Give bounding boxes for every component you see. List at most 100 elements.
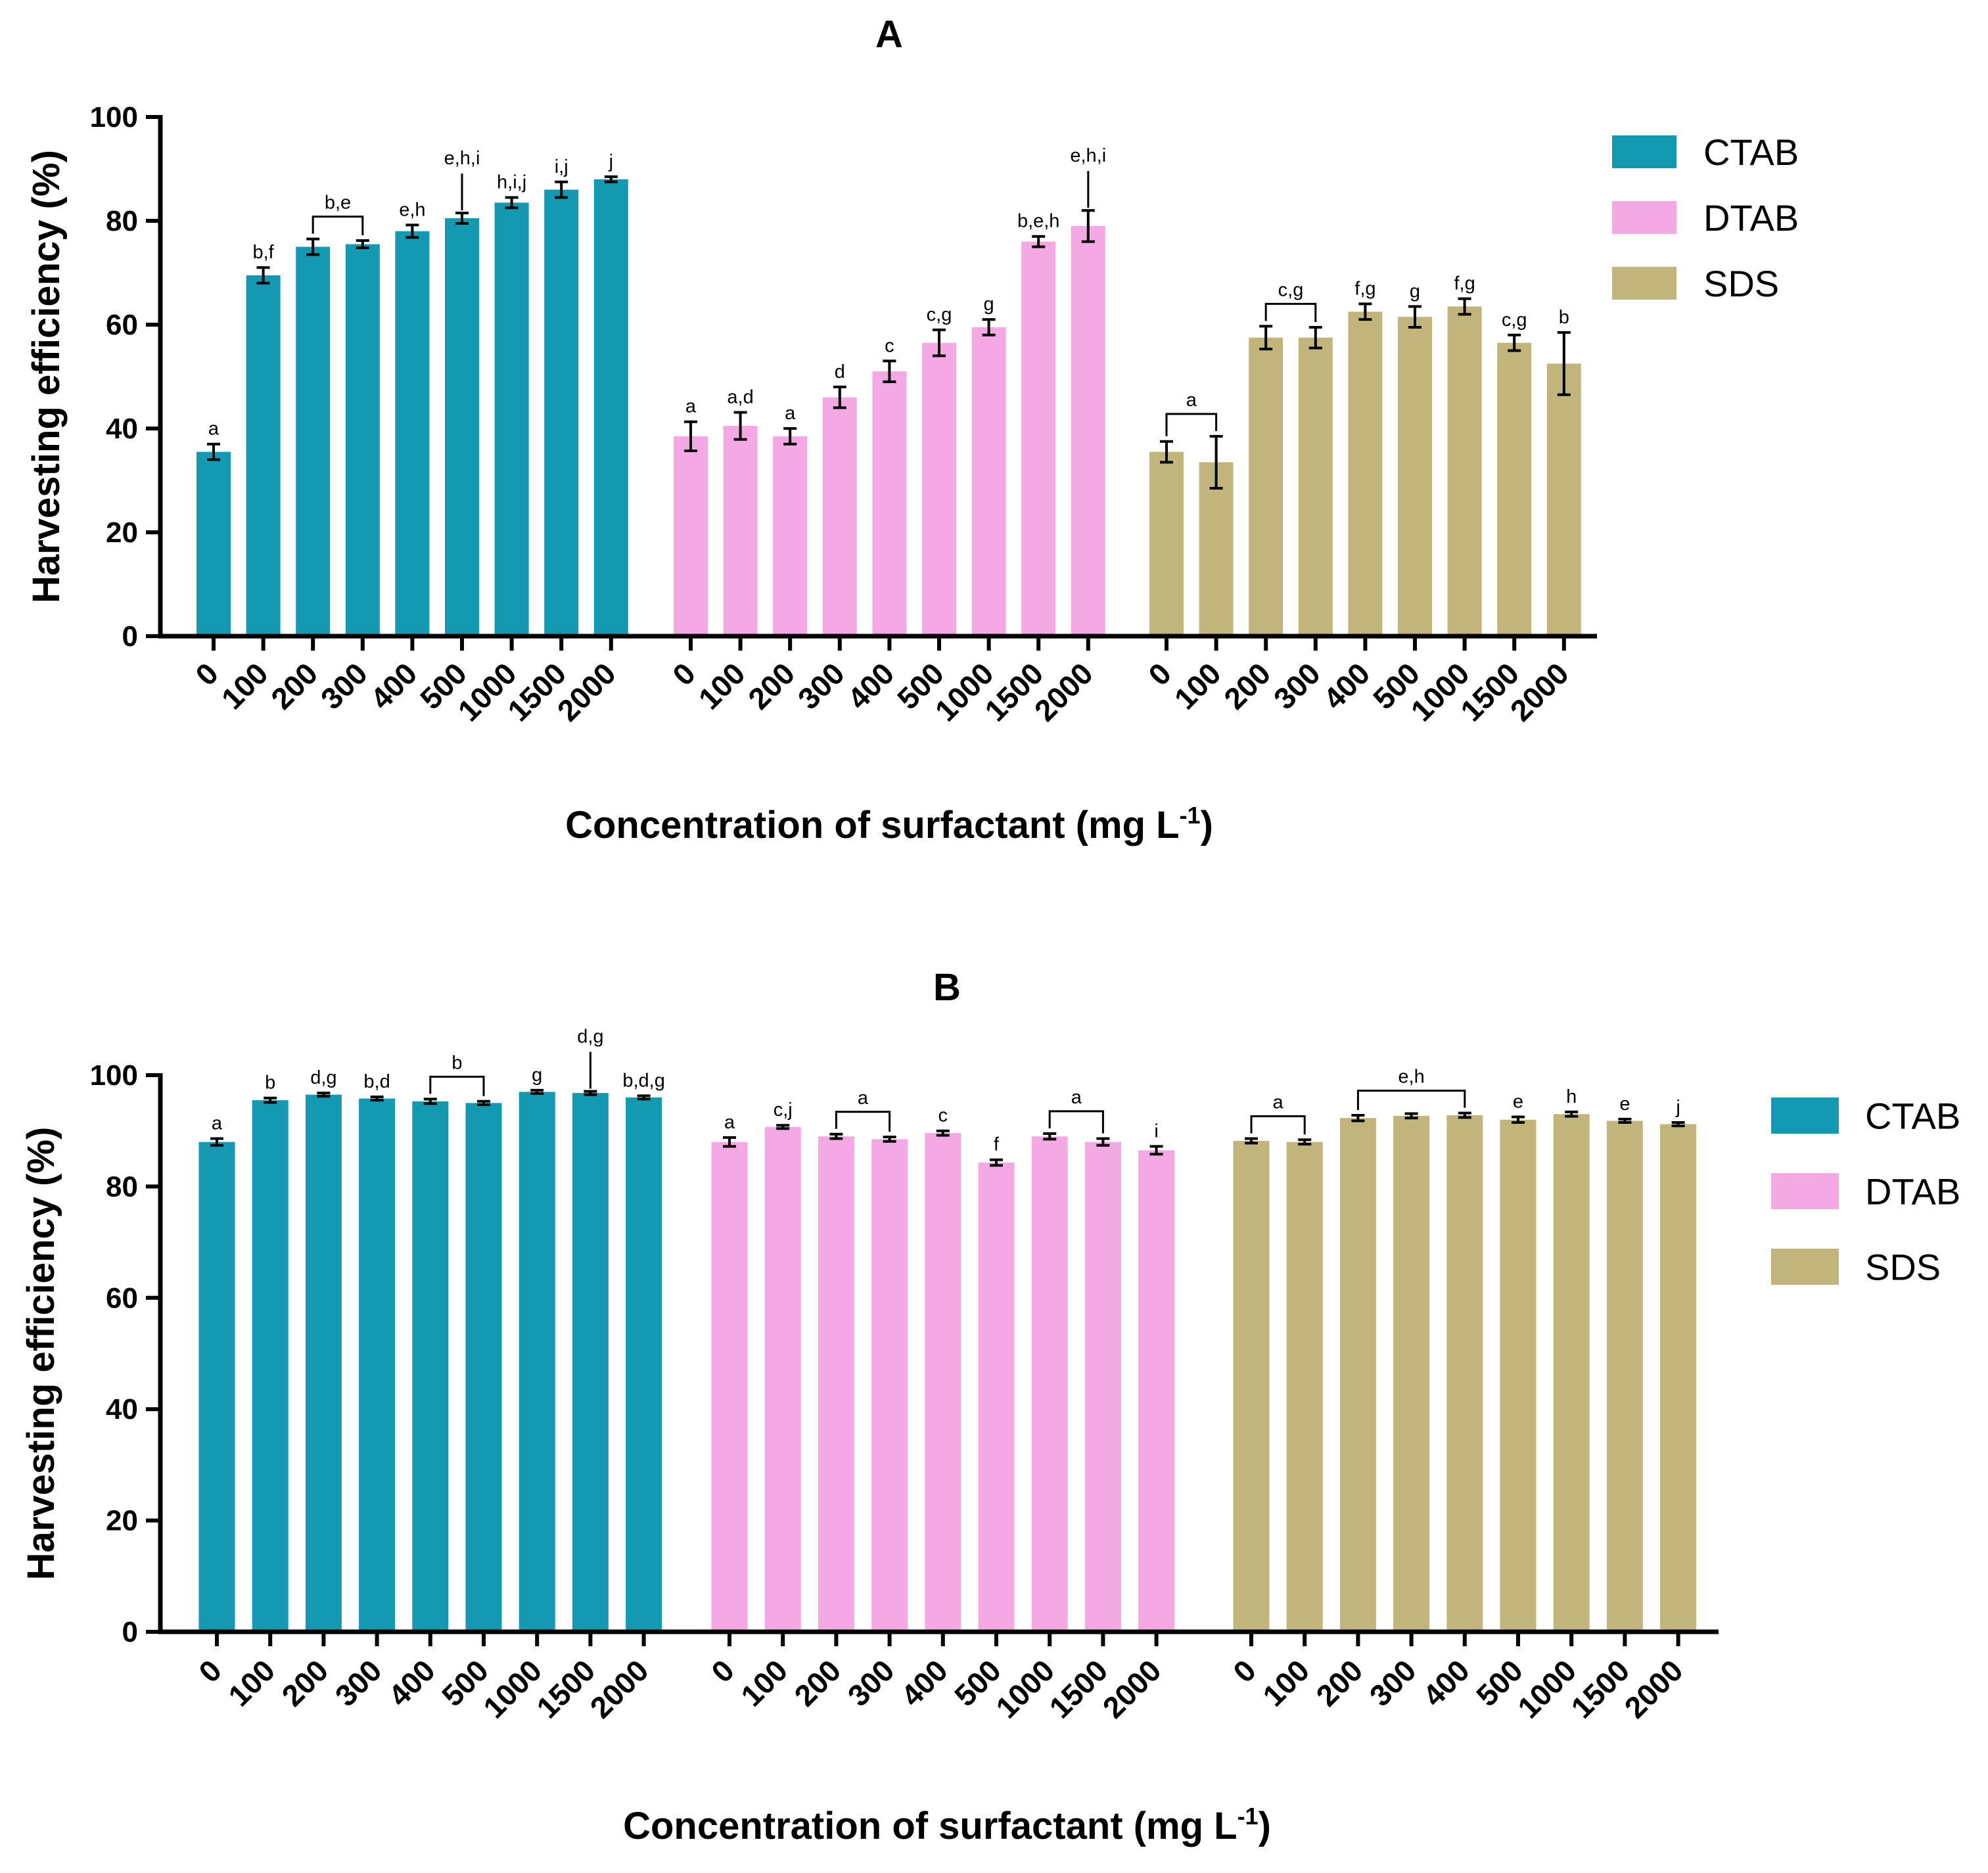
panel-b-x-tick-label: 100 — [221, 1653, 281, 1713]
panel-b-x-tick-label: 2000 — [584, 1653, 655, 1724]
panel-b-error-bar-dtab-200 — [829, 1132, 843, 1140]
panel-b-bar-dtab-100 — [764, 1126, 801, 1632]
panel-a-bracket — [312, 216, 364, 236]
panel-a-legend-swatch-ctab — [1612, 135, 1676, 168]
panel-a-bar-sds-100 — [1199, 462, 1234, 636]
panel-b-y-tick-label: 80 — [106, 1170, 138, 1203]
panel-a-bar-ctab-0 — [196, 451, 231, 636]
panel-b-y-tick-label: 60 — [106, 1282, 138, 1314]
panel-b-title: B — [933, 966, 961, 1009]
panel-a-x-tick-label: 400 — [1316, 656, 1376, 716]
panel-a-x-tick-label: 2000 — [551, 656, 622, 728]
panel-b-x-axis-title: Concentration of surfactant (mg L-1) — [623, 1803, 1271, 1847]
panel-b-x-tick-label: 0 — [1226, 1653, 1262, 1689]
panel-b-error-bar-ctab-2000 — [637, 1094, 651, 1101]
panel-b-significance-label: e — [1619, 1094, 1630, 1115]
panel-a-bar-sds-1500 — [1497, 342, 1532, 636]
panel-a-bar-sds-1000 — [1447, 306, 1482, 636]
panel-a-significance-label: j — [609, 151, 613, 172]
panel-a-error-bar-ctab-1500 — [555, 180, 568, 199]
panel-a-bar-ctab-200 — [296, 246, 331, 636]
panel-b-error-bar-sds-2000 — [1671, 1121, 1685, 1128]
panel-a-error-bar-dtab-1500 — [1032, 235, 1046, 248]
panel-b-x-tick-label: 1500 — [1042, 1653, 1114, 1724]
panel-a-x-tick-label: 100 — [692, 656, 752, 716]
panel-b-bar-dtab-500 — [978, 1162, 1015, 1632]
panel-a-x-tick-label: 2000 — [1028, 656, 1099, 728]
panel-a-bar-sds-500 — [1398, 317, 1432, 636]
panel-a-x-tick-label: 300 — [791, 656, 851, 716]
panel-a-error-bar-dtab-500 — [933, 328, 946, 358]
panel-b-x-tick-label: 200 — [787, 1653, 847, 1713]
panel-a-bar-dtab-0 — [674, 436, 708, 636]
panel-b-x-tick-label: 300 — [841, 1653, 901, 1713]
panel-a-bar-dtab-500 — [922, 342, 956, 636]
panel-b-error-bar-sds-1500 — [1618, 1117, 1632, 1124]
panel-a-bar-sds-200 — [1249, 337, 1283, 636]
panel-a-error-bar-dtab-0 — [684, 420, 697, 452]
panel-a-error-bar-dtab-1000 — [982, 318, 996, 336]
panel-b-bracket — [1048, 1110, 1104, 1134]
panel-a-significance-label: c,g — [1278, 279, 1304, 300]
panel-b-bar-sds-300 — [1393, 1115, 1430, 1632]
panel-a-x-tick-label: 100 — [215, 656, 275, 716]
panel-b-significance-label: c — [938, 1105, 948, 1126]
panel-b-significance-label: i — [1154, 1121, 1158, 1142]
panel-b-bar-sds-2000 — [1660, 1124, 1697, 1632]
panel-b-x-axis-title-superscript: -1 — [1237, 1803, 1259, 1830]
panel-b-significance-label: d,g — [577, 1027, 603, 1048]
panel-b-bar-sds-0 — [1233, 1140, 1270, 1632]
panel-b-error-bar-dtab-2000 — [1149, 1145, 1163, 1156]
panel-b-bar-sds-100 — [1286, 1142, 1323, 1632]
panel-a-x-tick-label: 200 — [1217, 656, 1277, 716]
panel-b-x-tick-label: 1500 — [1564, 1653, 1636, 1724]
panel-b-error-bar-sds-1000 — [1565, 1110, 1579, 1118]
panel-a-legend-label-ctab: CTAB — [1703, 131, 1799, 173]
panel-b-error-bar-dtab-0 — [723, 1136, 736, 1148]
panel-b-bracket — [1356, 1090, 1466, 1110]
panel-b-legend-swatch-ctab — [1771, 1098, 1839, 1134]
panel-a-x-axis-title-main: Concentration of surfactant (mg L — [565, 804, 1179, 846]
panel-a-significance-label: b,f — [252, 242, 274, 263]
panel-b-x-tick-label: 0 — [705, 1653, 741, 1689]
panel-a-significance-label: a,d — [727, 387, 753, 408]
panel-a-error-bar-ctab-400 — [405, 223, 419, 239]
panel-a-bar-ctab-400 — [395, 231, 430, 636]
panel-b-error-bar-ctab-200 — [317, 1092, 331, 1098]
panel-b-x-axis-title-close: ) — [1259, 1805, 1271, 1847]
panel-b-error-bar-sds-100 — [1298, 1138, 1312, 1146]
panel-b-bar-dtab-0 — [711, 1142, 748, 1632]
panel-a: A a b,f b,e e,h e,h,i h,i,j i,j j a a,d a d c c,g g b,e… — [25, 13, 1799, 846]
panel-a-bar-ctab-2000 — [593, 179, 628, 636]
panel-a-significance-label: f,g — [1354, 278, 1375, 299]
panel-b-significance-label: h — [1566, 1086, 1577, 1107]
panel-a-bar-ctab-500 — [445, 218, 479, 636]
panel-b-significance-label: f — [994, 1134, 1000, 1155]
panel-b-x-tick-label: 400 — [1416, 1653, 1476, 1713]
panel-b-bar-dtab-300 — [871, 1139, 908, 1632]
panel-a-significance-label: b,e — [325, 193, 351, 214]
panel-b-bar-ctab-400 — [412, 1101, 449, 1632]
panel-a-legend-label-sds: SDS — [1703, 263, 1779, 304]
panel-b-error-bar-dtab-100 — [776, 1124, 790, 1130]
panel-a-error-bar-sds-400 — [1358, 302, 1372, 321]
panel-a-significance-label: a — [208, 419, 220, 440]
panel-a-x-tick-label: 400 — [841, 656, 900, 716]
panel-b-error-bar-ctab-100 — [264, 1096, 277, 1104]
panel-b-x-tick-label: 300 — [329, 1653, 388, 1713]
panel-a-error-bar-sds-2000 — [1557, 331, 1571, 396]
panel-a-bracket — [1165, 413, 1218, 436]
panel-b-significance-label: b,d,g — [622, 1070, 665, 1091]
panel-a-bar-ctab-100 — [246, 275, 281, 636]
panel-a-significance-label: b,e,h — [1017, 211, 1060, 232]
panel-a-x-tick-label: 200 — [264, 656, 324, 716]
panel-b-x-axis-title-main: Concentration of surfactant (mg L — [623, 1805, 1237, 1847]
panel-a-error-bar-sds-200 — [1259, 325, 1273, 351]
panel-b-bar-ctab-500 — [465, 1103, 502, 1632]
panel-b-y-tick-label: 20 — [106, 1505, 138, 1537]
panel-b-bar-sds-500 — [1500, 1119, 1537, 1632]
panel-b-significance-label: e — [1513, 1092, 1523, 1113]
panel-b-bar-dtab-400 — [925, 1133, 961, 1632]
panel-a-error-bar-sds-500 — [1408, 305, 1422, 329]
panel-b-bar-ctab-300 — [359, 1098, 396, 1632]
